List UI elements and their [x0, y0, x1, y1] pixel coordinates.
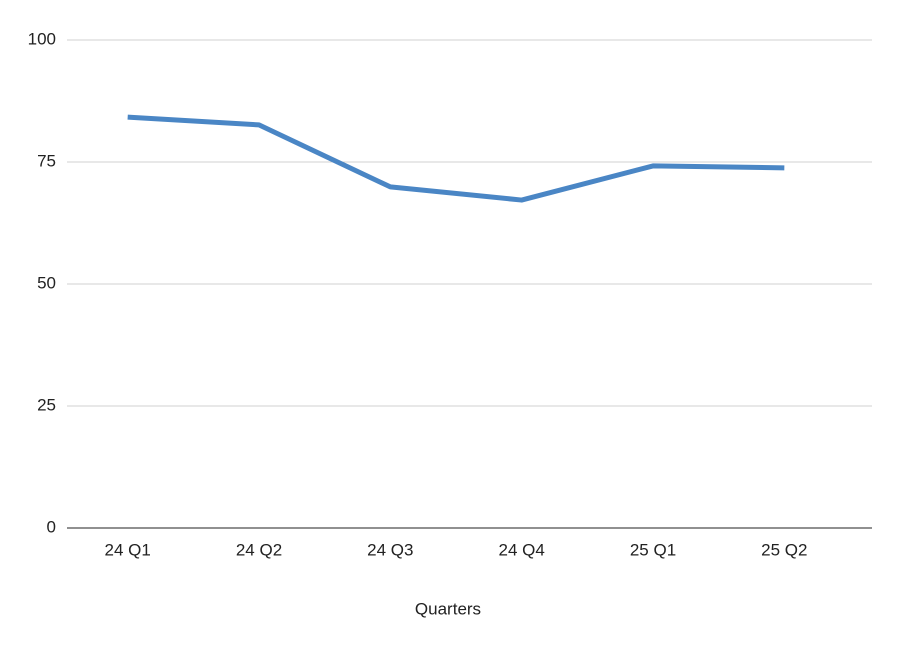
x-tick-label: 24 Q2: [236, 540, 282, 559]
y-tick-label: 100: [28, 29, 56, 48]
x-tick-label: 24 Q1: [105, 540, 151, 559]
x-axis-title: Quarters: [415, 599, 481, 618]
x-tick-label: 24 Q4: [499, 540, 545, 559]
y-tick-label: 75: [37, 151, 56, 170]
data-line: [127, 114, 785, 203]
y-tick-label: 50: [37, 273, 56, 292]
y-tick-label: 0: [47, 517, 56, 536]
x-tick-label: 24 Q3: [367, 540, 413, 559]
x-tick-label: 25 Q2: [761, 540, 807, 559]
y-tick-label: 25: [37, 395, 56, 414]
x-tick-label: 25 Q1: [630, 540, 676, 559]
